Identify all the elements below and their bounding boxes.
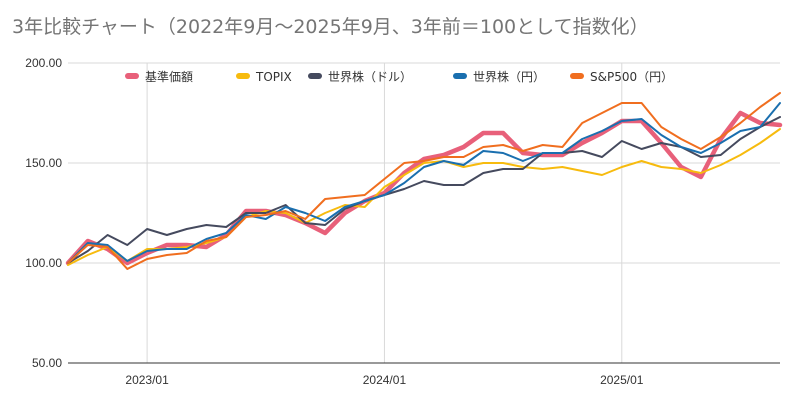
x-tick-label: 2024/01 xyxy=(363,373,407,387)
y-tick-label: 150.00 xyxy=(25,156,62,170)
legend-label: S&P500（円） xyxy=(590,70,673,84)
chart-title: 3年比較チャート（2022年9月〜2025年9月、3年前＝100として指数化） xyxy=(12,16,649,38)
legend-swatch xyxy=(236,73,250,79)
legend: 基準価額 TOPIX 世界株（ドル） 世界株（円） S&P500（円） xyxy=(125,69,673,84)
legend-swatch xyxy=(125,73,139,79)
legend-label: 世界株（ドル） xyxy=(328,69,412,84)
x-tick-label: 2023/01 xyxy=(125,373,169,387)
legend-label: 基準価額 xyxy=(145,69,193,84)
series-line-4 xyxy=(67,92,781,270)
legend-swatch xyxy=(570,73,584,79)
legend-swatch xyxy=(453,73,467,79)
series-line-3 xyxy=(67,102,781,264)
y-tick-label: 100.00 xyxy=(25,256,62,270)
y-tick-label: 200.00 xyxy=(25,56,62,70)
legend-label: 世界株（円） xyxy=(473,69,545,84)
series-line-0 xyxy=(65,110,783,266)
series-line-2 xyxy=(67,116,781,264)
series-line-1 xyxy=(67,128,781,266)
series-layer xyxy=(65,92,783,270)
y-tick-label: 50.00 xyxy=(32,356,62,370)
grid xyxy=(68,62,780,363)
legend-label: TOPIX xyxy=(255,70,292,84)
axes: 50.00 100.00 150.00 200.00 2023/01 2024/01 202… xyxy=(25,56,780,387)
x-tick-label: 2025/01 xyxy=(600,373,644,387)
legend-swatch xyxy=(308,73,322,79)
